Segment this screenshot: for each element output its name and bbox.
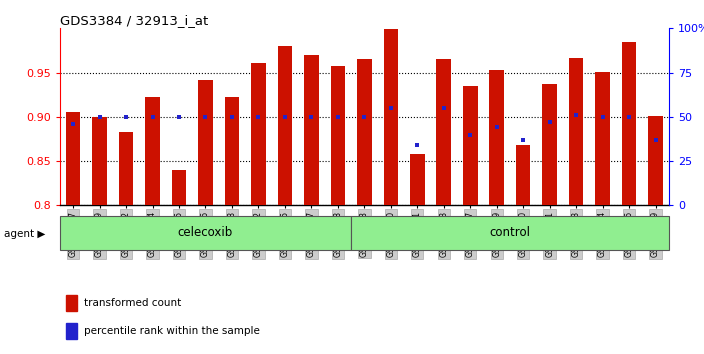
Bar [119, 132, 133, 205]
Bar [304, 55, 319, 205]
Bar [516, 145, 530, 205]
Bar [648, 116, 663, 205]
Bar [357, 59, 372, 205]
Bar [251, 63, 265, 205]
Bar [66, 295, 77, 311]
Text: agent ▶: agent ▶ [4, 229, 45, 239]
Bar [569, 58, 584, 205]
Bar [225, 97, 239, 205]
Bar [384, 29, 398, 205]
Text: percentile rank within the sample: percentile rank within the sample [84, 326, 260, 336]
Bar [60, 216, 351, 250]
Text: transformed count: transformed count [84, 298, 182, 308]
Bar [436, 59, 451, 205]
Text: control: control [489, 226, 530, 239]
Bar [542, 84, 557, 205]
Text: GDS3384 / 32913_i_at: GDS3384 / 32913_i_at [60, 14, 208, 27]
Bar [145, 97, 160, 205]
Bar [199, 80, 213, 205]
Bar [92, 117, 107, 205]
Bar [351, 216, 669, 250]
Bar [463, 86, 477, 205]
Bar [172, 170, 187, 205]
Bar [489, 70, 504, 205]
Bar [622, 42, 636, 205]
Bar [277, 46, 292, 205]
Bar [66, 323, 77, 339]
Bar [596, 72, 610, 205]
Bar [331, 67, 345, 205]
Bar [410, 154, 425, 205]
Bar [65, 113, 80, 205]
Text: celecoxib: celecoxib [178, 226, 233, 239]
